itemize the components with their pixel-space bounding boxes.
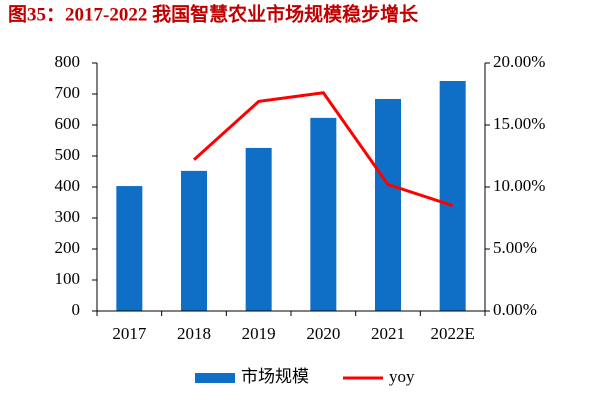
bar	[181, 170, 207, 311]
x-tick-label: 2018	[177, 324, 211, 343]
bar	[439, 80, 466, 311]
x-tick-label: 2019	[242, 324, 276, 343]
y-tick-label: 300	[55, 207, 81, 226]
y-tick-label: 400	[55, 176, 81, 195]
x-tick-label: 2017	[112, 324, 147, 343]
x-tick-label: 2021	[371, 324, 405, 343]
y-tick-label: 100	[55, 269, 81, 288]
x-tick-label: 2020	[306, 324, 340, 343]
bar	[375, 98, 401, 312]
y-tick-label: 0	[72, 300, 81, 319]
y2-tick-label: 0.00%	[493, 300, 537, 319]
y-tick-label: 700	[55, 83, 81, 102]
bar	[310, 117, 337, 312]
y-tick-label: 800	[55, 52, 81, 71]
y-tick-label: 200	[55, 238, 81, 257]
chart-title: 图35：2017-2022 我国智慧农业市场规模稳步增长	[8, 2, 419, 25]
y2-tick-label: 5.00%	[493, 238, 537, 257]
x-tick-label: 2022E	[430, 324, 474, 343]
y2-tick-label: 15.00%	[493, 114, 545, 133]
bar	[245, 147, 272, 311]
y-tick-label: 500	[55, 145, 81, 164]
y-tick-label: 600	[55, 114, 81, 133]
legend-label: yoy	[389, 367, 415, 386]
y2-tick-label: 20.00%	[493, 52, 545, 71]
bar	[116, 186, 143, 311]
y2-tick-label: 10.00%	[493, 176, 545, 195]
line	[192, 91, 454, 208]
legend-label: 市场规模	[241, 367, 309, 386]
legend-swatch	[195, 373, 235, 383]
